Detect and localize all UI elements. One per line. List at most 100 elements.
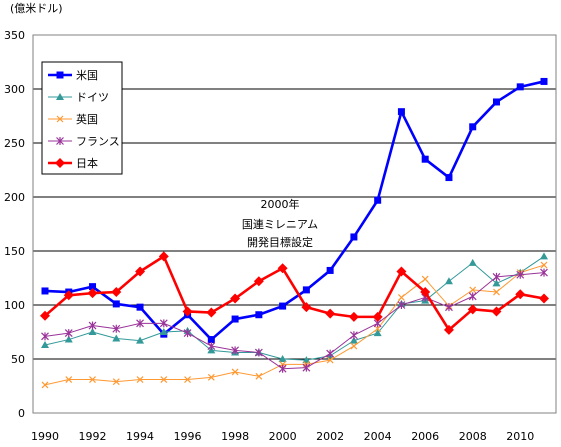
data-point [540, 268, 548, 277]
x-tick-label: 2010 [506, 430, 534, 443]
x-axis-ticks: 1990 1992 1994 1996 1998 2000 2002 2004 2006 2008… [31, 430, 534, 443]
annotation: 2000年 国連ミレニアム 開発目標設定 [242, 197, 318, 249]
y-tick-label: 200 [4, 191, 25, 204]
data-point [397, 108, 405, 116]
data-point [491, 306, 502, 317]
y-tick-label: 100 [4, 299, 25, 312]
data-point [136, 336, 145, 344]
legend-label: 日本 [76, 156, 98, 170]
x-tick-label: 2008 [459, 430, 487, 443]
data-point [112, 334, 121, 342]
series-3 [41, 268, 548, 373]
series-line-3 [44, 272, 545, 370]
y-tick-label: 350 [4, 29, 25, 42]
data-point [515, 289, 526, 300]
data-point [421, 155, 429, 163]
series-layer [40, 77, 549, 389]
data-point [302, 363, 311, 372]
y-axis-unit-label: (億米ドル) [10, 2, 63, 15]
data-point [350, 342, 358, 350]
data-point [539, 293, 549, 304]
data-point [326, 356, 334, 364]
series-line-2 [44, 264, 545, 386]
data-point [206, 307, 217, 318]
data-point [444, 277, 453, 285]
data-point [255, 372, 263, 380]
data-point [63, 290, 74, 301]
data-point [231, 346, 240, 355]
legend-swatch-marker [55, 158, 65, 168]
y-axis-ticks: 0 50 100 150 200 250 300 350 [4, 29, 25, 420]
data-point [492, 98, 500, 106]
legend-swatch-marker [56, 137, 64, 145]
data-point [468, 258, 477, 266]
data-point [111, 287, 122, 298]
data-point [374, 325, 382, 333]
data-point [231, 368, 239, 376]
data-point [160, 376, 168, 383]
data-point [516, 270, 525, 279]
legend-box [41, 61, 123, 175]
data-point [183, 329, 192, 338]
data-point [349, 336, 358, 344]
data-point [516, 83, 524, 91]
legend-label: 米国 [76, 69, 98, 82]
data-point [398, 294, 405, 301]
x-tick-label: 2002 [316, 430, 344, 443]
data-point [445, 303, 453, 312]
data-point [278, 364, 287, 373]
legend-label: ドイツ [76, 91, 109, 104]
data-point [112, 300, 120, 308]
plot-area-border [32, 34, 557, 414]
data-point [158, 251, 169, 262]
y-tick-label: 50 [11, 353, 25, 366]
data-point [88, 321, 97, 330]
data-point [136, 303, 144, 311]
legend-label: 英国 [76, 112, 98, 126]
data-point [41, 332, 49, 341]
data-point [445, 174, 453, 182]
data-point [372, 311, 383, 322]
data-point [89, 376, 96, 383]
annotation-line-1: 2000年 [261, 197, 300, 211]
y-tick-label: 150 [4, 245, 25, 258]
data-point [540, 261, 548, 269]
data-point [467, 304, 478, 315]
data-point [159, 328, 168, 335]
annotation-line-2: 国連ミレニアム [242, 217, 318, 231]
data-point [253, 276, 264, 287]
data-point [41, 340, 49, 348]
data-point [469, 123, 477, 131]
data-point [325, 308, 336, 319]
data-point [230, 293, 241, 304]
data-point [112, 378, 120, 386]
data-point [87, 288, 98, 299]
data-point [348, 311, 359, 322]
data-point [349, 331, 358, 340]
data-point [207, 336, 215, 344]
y-tick-label: 300 [4, 83, 25, 96]
data-point [421, 275, 429, 283]
series-line-0 [44, 80, 545, 341]
data-point [136, 319, 144, 328]
data-point [207, 373, 215, 381]
data-point [207, 342, 216, 351]
x-tick-label: 1990 [31, 430, 59, 443]
x-tick-label: 2000 [269, 430, 297, 443]
series-2 [41, 261, 548, 389]
data-point [182, 306, 193, 317]
x-tick-label: 2004 [364, 430, 392, 443]
data-point [302, 286, 310, 294]
data-point [540, 252, 548, 260]
series-line-1 [44, 255, 545, 361]
legend-label: フランス [76, 135, 120, 148]
data-point [64, 335, 73, 343]
data-point [278, 355, 287, 362]
legend-swatch-marker [56, 71, 64, 79]
data-point [420, 287, 431, 298]
x-tick-label: 1994 [126, 430, 154, 443]
data-point [88, 328, 97, 335]
x-tick-label: 1998 [221, 430, 249, 443]
